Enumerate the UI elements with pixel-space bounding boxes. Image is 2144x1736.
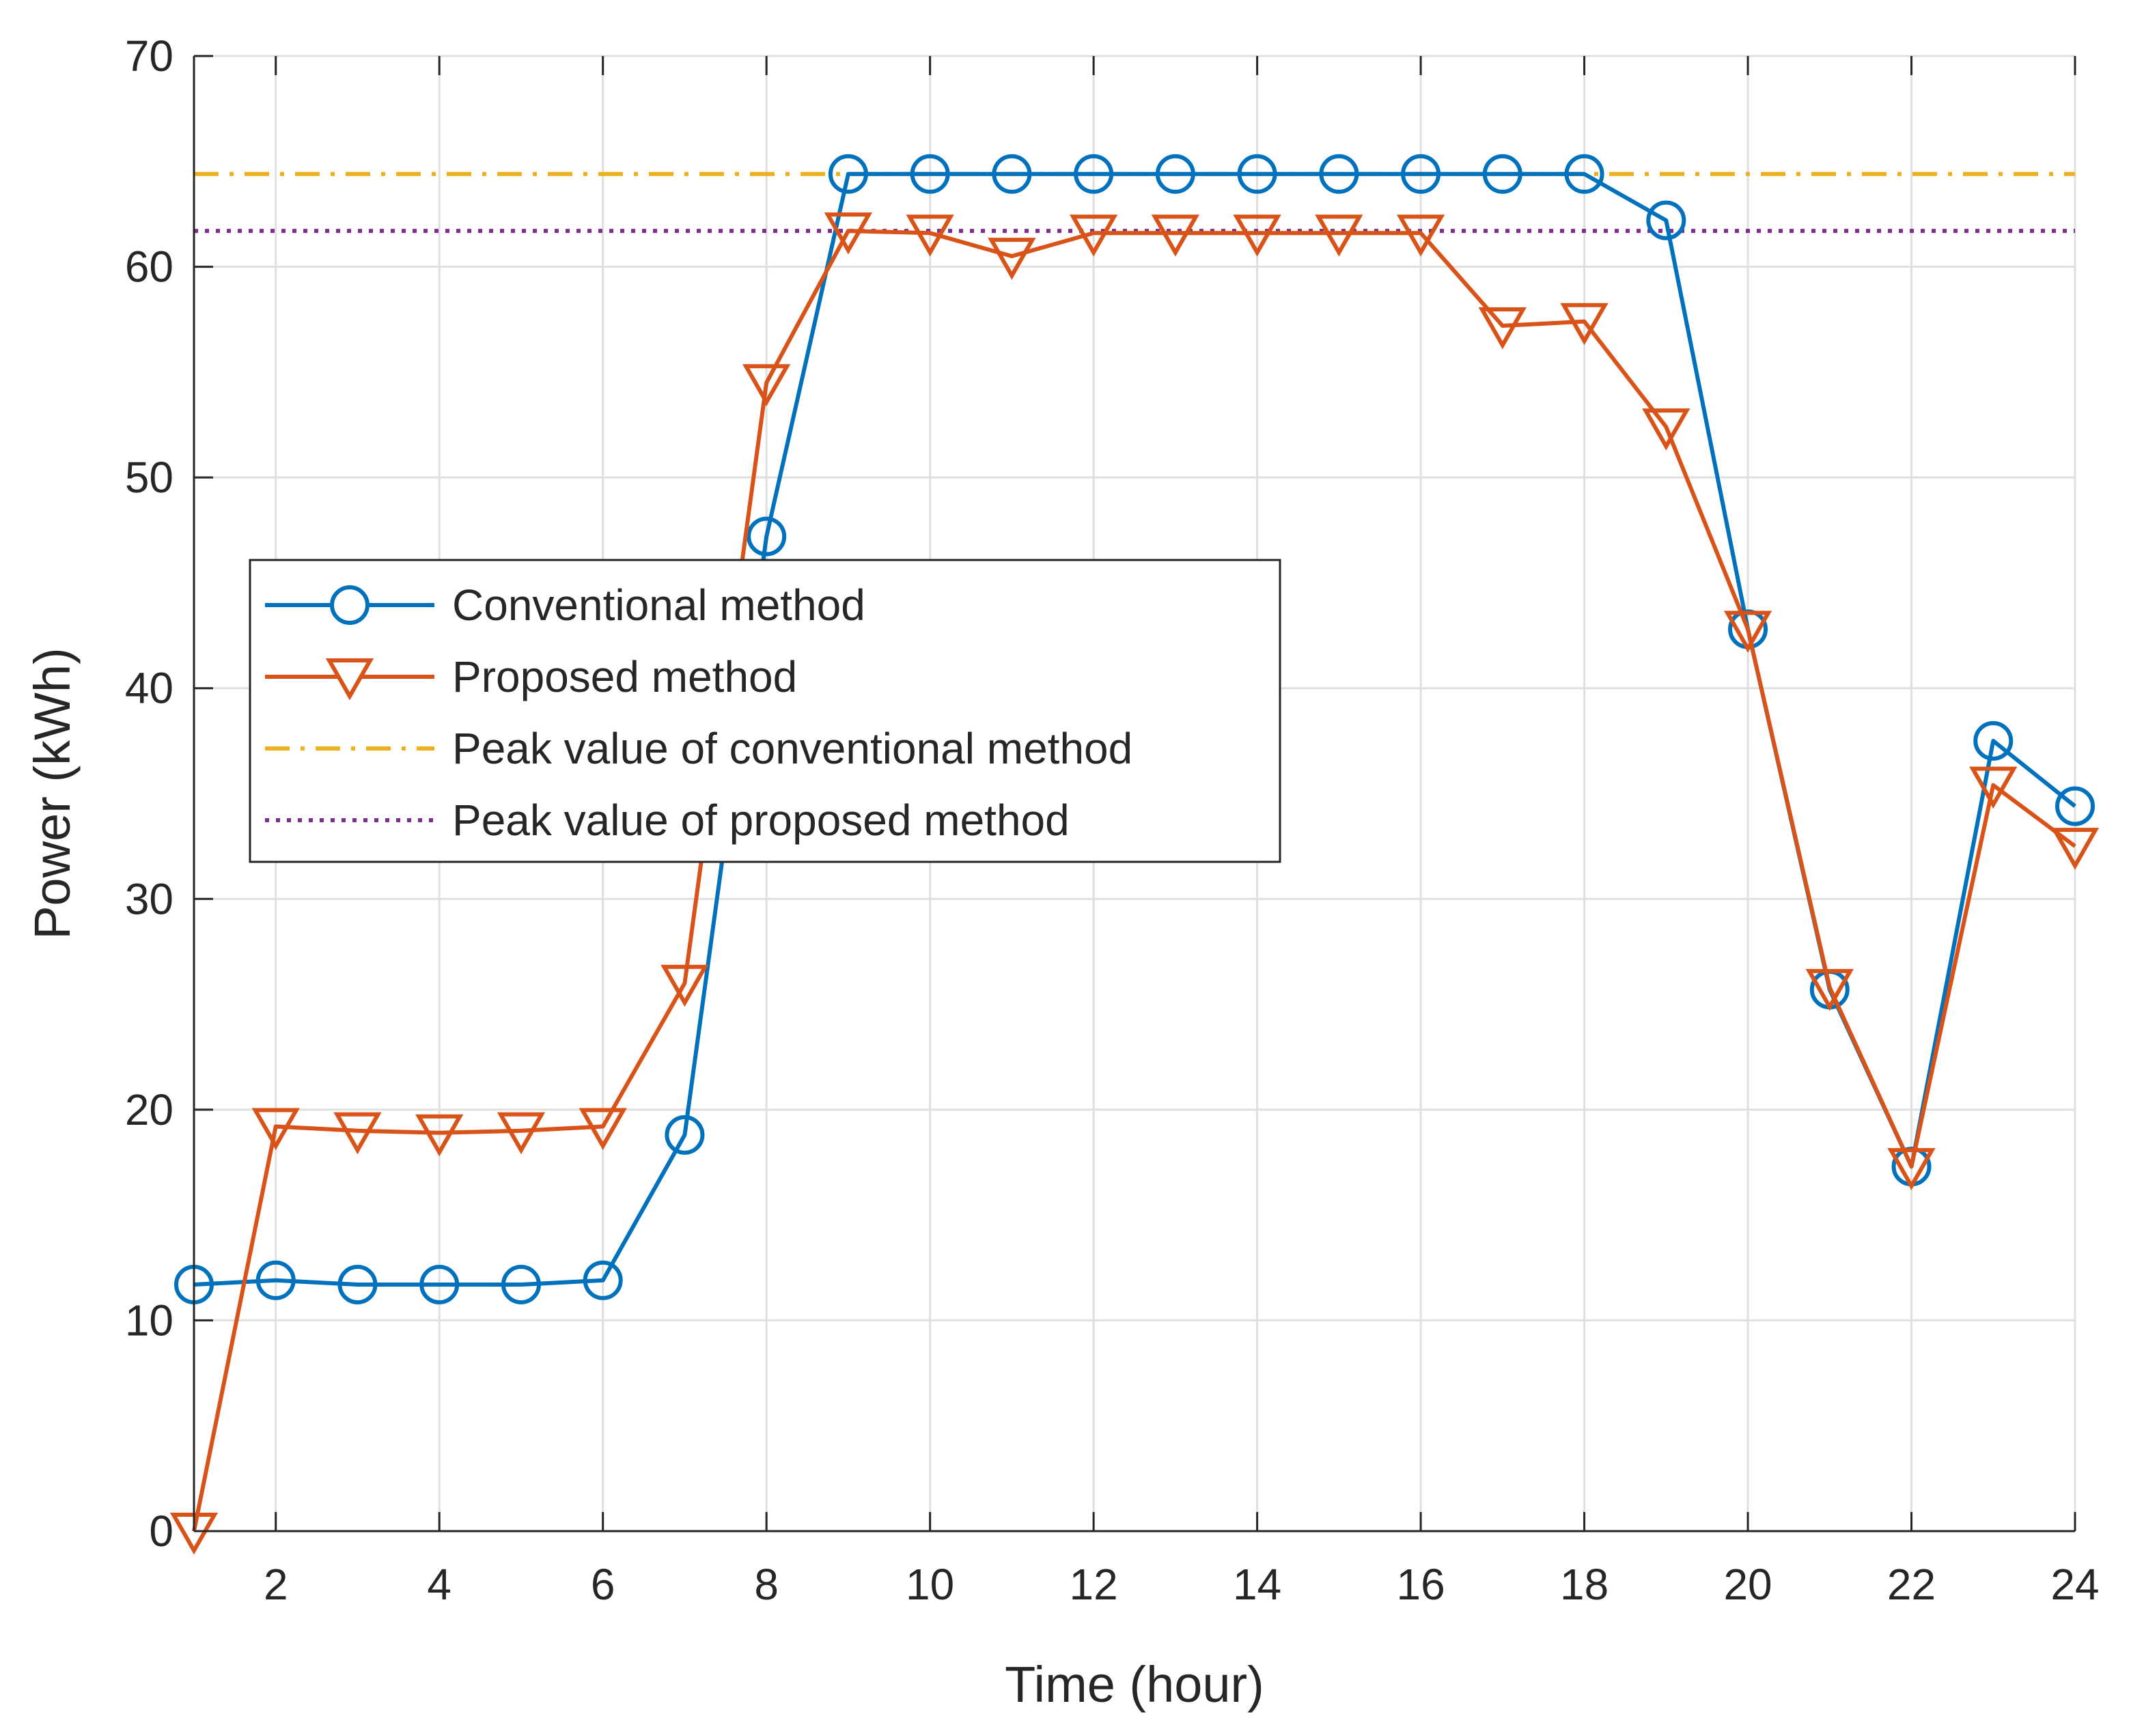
data-point	[1646, 200, 1686, 240]
data-point	[251, 1108, 300, 1151]
data-point	[824, 212, 873, 255]
legend-label-2: Proposed method	[452, 652, 797, 701]
data-point	[255, 1260, 296, 1300]
x-tick-label: 18	[1560, 1560, 1609, 1609]
data-point	[1478, 307, 1527, 350]
x-tick-label: 16	[1396, 1560, 1445, 1609]
x-tick-label: 22	[1887, 1560, 1936, 1609]
data-point	[1564, 154, 1604, 194]
series-line-2	[192, 229, 2076, 1532]
x-tick-label: 12	[1070, 1560, 1118, 1609]
data-point	[497, 1112, 546, 1155]
y-tick-label: 50	[125, 453, 173, 502]
y-tick-label: 30	[125, 874, 173, 923]
x-tick-label: 10	[906, 1560, 954, 1609]
data-point	[1319, 154, 1359, 194]
data-point	[665, 1115, 705, 1155]
data-point	[1401, 154, 1441, 194]
data-point	[1723, 611, 1772, 653]
data-point	[579, 1108, 627, 1151]
data-point	[742, 364, 791, 406]
data-point	[1887, 1148, 1936, 1190]
data-point	[1805, 968, 1854, 1011]
data-point	[1074, 154, 1114, 194]
data-point	[1151, 214, 1200, 257]
legend-label-3: Peak value of conventional method	[452, 724, 1132, 773]
data-point	[1482, 154, 1522, 194]
data-point	[501, 1264, 541, 1304]
x-tick-label: 4	[427, 1560, 451, 1609]
data-point	[988, 238, 1036, 280]
x-tick-label: 20	[1723, 1560, 1772, 1609]
y-tick-label: 0	[149, 1507, 173, 1556]
data-point	[1973, 720, 2014, 761]
legend: Conventional method Proposed method Peak v…	[249, 559, 1281, 863]
x-tick-label: 14	[1233, 1560, 1281, 1609]
data-point	[1233, 214, 1281, 257]
y-tick-label: 40	[125, 664, 173, 713]
data-point	[992, 154, 1032, 194]
y-tick-label: 20	[125, 1085, 173, 1134]
x-axis-label: Time (hour)	[1005, 1656, 1264, 1713]
y-tick-label: 60	[125, 242, 173, 292]
data-point	[660, 964, 709, 1007]
data-point	[828, 154, 868, 194]
legend-label-4: Peak value of proposed method	[452, 796, 1070, 845]
data-point	[1560, 303, 1609, 346]
data-point	[2055, 786, 2095, 826]
data-point	[1155, 154, 1195, 194]
data-point	[337, 1264, 378, 1304]
x-tick-label: 24	[2050, 1560, 2099, 1609]
data-point	[415, 1114, 464, 1157]
legend-marker-1	[330, 585, 370, 625]
data-point	[583, 1260, 623, 1300]
legend-label-1: Conventional method	[452, 580, 865, 630]
x-tick-label: 8	[754, 1560, 779, 1609]
data-point	[906, 214, 954, 257]
y-tick-label: 10	[125, 1296, 173, 1345]
data-point	[333, 1112, 382, 1155]
data-point	[1069, 214, 1118, 257]
reference-lines	[194, 171, 2075, 234]
data-point	[1969, 766, 2018, 809]
data-point	[1642, 408, 1690, 451]
x-tick-label: 2	[264, 1560, 288, 1609]
data-point	[419, 1264, 460, 1304]
data-point	[1237, 154, 1277, 194]
legend-box	[249, 559, 1281, 863]
y-axis-label: Power (kWh)	[24, 647, 81, 940]
x-tick-label: 6	[591, 1560, 615, 1609]
data-point	[1315, 214, 1363, 257]
legend-marker-2	[325, 658, 374, 701]
data-point	[1396, 214, 1445, 257]
data-point	[2050, 828, 2100, 870]
data-point	[747, 516, 787, 557]
data-point	[910, 154, 950, 194]
y-tick-label: 70	[125, 31, 173, 81]
